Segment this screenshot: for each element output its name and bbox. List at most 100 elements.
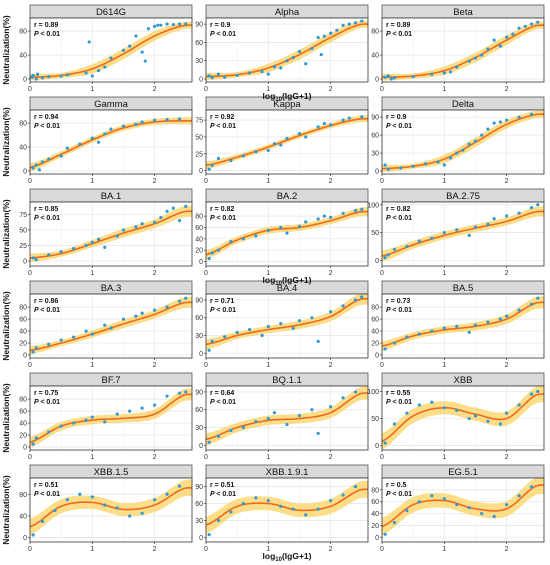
panel-border [205, 201, 369, 267]
data-point [177, 22, 182, 26]
facet-title: XBB.1.5 [94, 467, 129, 478]
fit-curve [381, 301, 544, 347]
y-tick-label: 40 [371, 511, 379, 518]
x-tick-label: 0 [28, 178, 32, 185]
data-point [34, 77, 38, 81]
x-tick-label: 2 [505, 362, 509, 369]
y-tick-label: 90 [195, 297, 203, 304]
data-point [165, 117, 169, 122]
y-tick-label: 0 [199, 259, 203, 266]
panel-border [381, 17, 545, 83]
data-point [210, 339, 214, 344]
p-symbol: P [210, 307, 216, 314]
fit-curve [381, 24, 544, 79]
facet-title: BA.2.75 [446, 191, 480, 202]
data-point [216, 72, 221, 76]
panel-border [381, 109, 545, 175]
p-threshold: < 0.01 [40, 123, 60, 130]
data-point [430, 400, 434, 404]
r-value: r = 0.9 [210, 22, 231, 29]
data-point [448, 156, 453, 160]
data-point [103, 503, 107, 507]
data-point [266, 228, 270, 232]
data-point [140, 311, 144, 315]
facet-panel: BA.3 r = 0.86 P < 0.01 0 20 40 60 80 0 1 2 [19, 280, 193, 369]
p-value: P < 0.01 [34, 307, 60, 314]
y-axis-label: Neutralization(%) [1, 15, 11, 85]
plot-background [382, 18, 544, 82]
r-value: r = 0.85 [34, 206, 58, 213]
data-point [165, 492, 169, 496]
data-point [31, 73, 35, 78]
data-point [392, 247, 397, 251]
y-tick-label: 60 [371, 317, 379, 324]
x-tick-label: 2 [505, 270, 509, 277]
facet-panel: BA.4 r = 0.71 P < 0.01 0 30 60 90 0 1 2 [195, 280, 369, 369]
confidence-band [206, 20, 368, 81]
confidence-band [30, 117, 192, 172]
data-point [304, 135, 308, 139]
p-symbol: P [34, 307, 40, 314]
x-axis-label-log: log [263, 275, 276, 285]
y-tick-label: 0 [23, 353, 27, 360]
data-point [386, 253, 390, 257]
data-point [297, 319, 302, 323]
p-symbol: P [386, 31, 392, 38]
data-point [146, 27, 150, 31]
data-point [505, 411, 509, 415]
y-tick-label: 40 [19, 421, 27, 428]
fit-curve [29, 24, 192, 79]
data-point [84, 418, 88, 422]
data-point [153, 308, 157, 312]
p-symbol: P [210, 31, 216, 38]
data-point [272, 65, 277, 69]
confidence-band [206, 294, 368, 350]
panel-border [205, 109, 369, 175]
data-point [442, 231, 446, 235]
data-point [529, 22, 534, 26]
data-point [291, 56, 295, 60]
y-tick-label: 0 [199, 351, 203, 358]
panel-border [205, 477, 369, 543]
data-point [109, 326, 113, 330]
x-tick-label: 2 [153, 362, 157, 369]
x-axis-label-log: log [263, 91, 276, 101]
p-symbol: P [386, 123, 392, 130]
data-point [216, 248, 221, 252]
data-point [353, 208, 358, 213]
data-point [511, 32, 515, 36]
data-point [285, 59, 289, 63]
data-point [165, 394, 169, 398]
x-tick-label: 0 [380, 270, 384, 277]
data-point [473, 323, 478, 327]
data-point [248, 327, 252, 332]
data-point [72, 421, 76, 425]
data-point [143, 59, 147, 63]
data-point [254, 419, 258, 424]
y-tick-label: 0 [23, 77, 27, 84]
panel-border [205, 385, 369, 451]
y-tick-label: 0 [23, 259, 27, 266]
data-point [536, 389, 540, 394]
data-point [341, 304, 345, 308]
data-point [442, 71, 446, 75]
p-symbol: P [210, 399, 216, 406]
data-point [177, 219, 182, 223]
fit-curve [29, 119, 192, 169]
x-tick-label: 1 [90, 270, 94, 277]
y-tick-label: 80 [19, 29, 27, 36]
y-tick-label: 100 [367, 389, 379, 396]
p-value: P < 0.01 [210, 123, 236, 130]
y-tick-label: 50 [19, 227, 27, 234]
x-tick-label: 1 [90, 178, 94, 185]
x-tick-label: 0 [28, 270, 32, 277]
x-tick-label: 2 [153, 178, 157, 185]
x-tick-label: 2 [329, 546, 333, 553]
data-point [316, 339, 320, 344]
data-point [223, 335, 227, 339]
data-point [103, 420, 107, 424]
data-point [442, 406, 446, 410]
data-point [498, 422, 502, 426]
p-threshold: < 0.01 [392, 215, 412, 222]
p-value: P < 0.01 [386, 123, 412, 130]
